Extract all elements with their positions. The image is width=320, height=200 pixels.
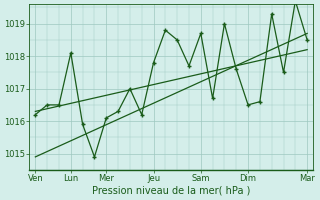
X-axis label: Pression niveau de la mer( hPa ): Pression niveau de la mer( hPa ) (92, 186, 251, 196)
